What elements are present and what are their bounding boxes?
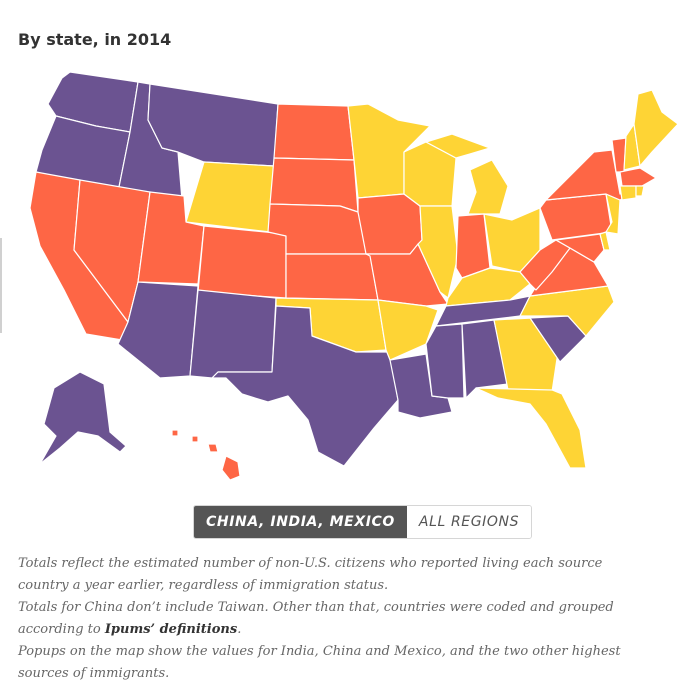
us-state-map — [29, 71, 679, 481]
state-iowa[interactable] — [357, 193, 423, 255]
state-alabama[interactable] — [461, 319, 509, 399]
ipums-link[interactable]: Ipums’ definitions — [104, 622, 238, 637]
note-totals: Totals reflect the estimated number of n… — [18, 556, 603, 593]
state-michigan-up[interactable] — [425, 133, 491, 159]
state-arizona[interactable] — [117, 281, 199, 379]
state-delaware[interactable] — [599, 231, 611, 251]
state-texas[interactable] — [211, 305, 399, 467]
state-kansas[interactable] — [285, 253, 379, 301]
state-hawaii-big[interactable] — [221, 455, 241, 481]
state-wyoming[interactable] — [185, 161, 275, 233]
side-tab — [0, 238, 2, 333]
state-louisiana[interactable] — [389, 353, 453, 419]
toggle-china-india-mexico[interactable]: CHINA, INDIA, MEXICO — [194, 506, 407, 538]
state-massachusetts[interactable] — [619, 167, 657, 187]
map-subtitle: By state, in 2014 — [18, 30, 172, 49]
state-hawaii-oahu[interactable] — [191, 435, 199, 443]
state-maryland[interactable] — [555, 233, 605, 263]
state-new-york[interactable] — [545, 149, 641, 201]
region-toggle: CHINA, INDIA, MEXICO ALL REGIONS — [193, 505, 533, 539]
state-michigan[interactable] — [467, 159, 509, 215]
state-maine[interactable] — [633, 89, 679, 167]
state-alaska[interactable] — [39, 371, 127, 465]
state-hawaii-maui[interactable] — [207, 443, 219, 453]
state-connecticut[interactable] — [619, 185, 637, 201]
state-west-virginia[interactable] — [519, 239, 571, 291]
note-china-text: Totals for China don’t include Taiwan. O… — [18, 600, 614, 637]
state-mississippi[interactable] — [425, 323, 465, 399]
note-popups: Popups on the map show the values for In… — [18, 644, 621, 681]
note-china: Totals for China don’t include Taiwan. O… — [18, 597, 628, 641]
state-pennsylvania[interactable] — [539, 193, 613, 241]
state-hawaii-kauai[interactable] — [171, 429, 179, 437]
state-north-dakota[interactable] — [273, 103, 355, 161]
state-rhode-island[interactable] — [635, 185, 645, 197]
toggle-all-regions[interactable]: ALL REGIONS — [406, 506, 532, 538]
footnotes: Totals reflect the estimated number of n… — [18, 553, 628, 685]
state-colorado[interactable] — [197, 225, 287, 299]
note-china-end: . — [237, 622, 242, 637]
state-florida[interactable] — [475, 387, 587, 469]
state-new-mexico[interactable] — [189, 289, 277, 379]
state-illinois[interactable] — [417, 205, 459, 299]
